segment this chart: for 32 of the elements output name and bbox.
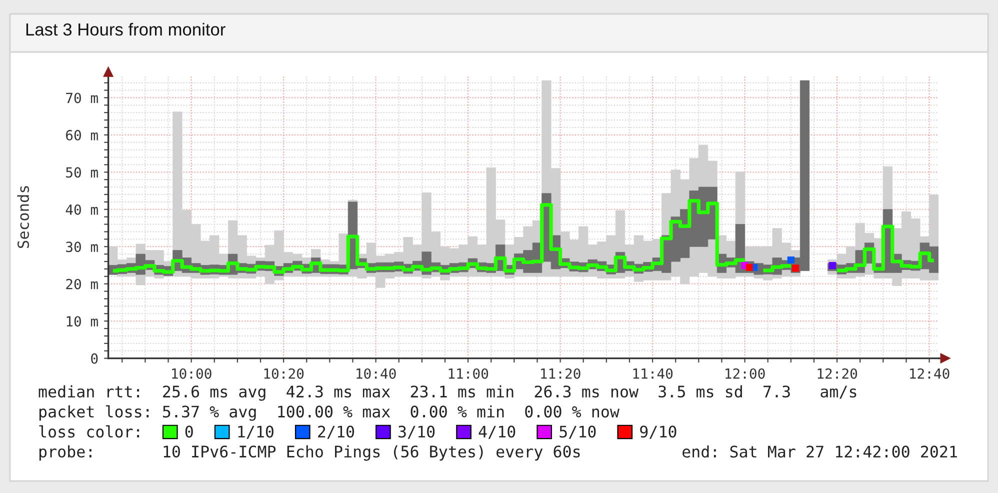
x-tick-label: 12:00 — [726, 368, 765, 379]
text: packet loss: 5.37 % avg 100.00 % max 0.00 % min 0.00 % now — [39, 405, 620, 421]
y-tick-label: 0 — [91, 353, 98, 364]
x-tick-label: 12:20 — [818, 368, 858, 379]
y-tick-label: 70 m — [66, 92, 98, 104]
legend-title: loss color: — [39, 425, 140, 438]
y-axis-title: Seconds — [17, 186, 30, 248]
y-tick-label: 40 m — [66, 204, 98, 215]
x-tick-label: 11:20 — [541, 368, 580, 379]
y-tick-label: 50 m — [66, 167, 98, 178]
legend-label: 9/10 — [640, 426, 676, 439]
x-tick-label: 10:20 — [264, 368, 304, 379]
legend-label: 1/10 — [238, 426, 274, 439]
chart-title: Last 3 Hours from monitor — [26, 22, 226, 36]
point — [787, 256, 794, 264]
x-tick-label: 12:40 — [910, 368, 950, 379]
legend-label: 4/10 — [478, 426, 516, 439]
legend-label: 0 — [185, 426, 193, 438]
legend-label: 5/10 — [560, 426, 596, 439]
x-tick-label: 11:40 — [633, 368, 673, 379]
text: probe: 10 IPv6-ICMP Echo Pings (56 Bytes) every 60s — [39, 445, 580, 461]
x-tick-label: 10:40 — [356, 368, 396, 379]
x-tick-label: 10:00 — [172, 368, 212, 379]
text: end: Sat Mar 27 12:42:00 2021 — [682, 445, 957, 458]
y-tick-label: 10 m — [66, 316, 98, 327]
y-tick-label: 20 m — [66, 278, 98, 290]
y-tick-label: 30 m — [66, 242, 98, 252]
legend-label: 3/10 — [398, 426, 435, 439]
x-tick-label: 11:00 — [448, 368, 488, 379]
y-tick-label: 60 m — [66, 130, 98, 140]
text: median rtt: 25.6 ms avg 42.3 ms max 23.1 ms min 26.3 ms now 3.5 ms sd 7.3 am/s — [38, 385, 856, 401]
legend-label: 2/10 — [318, 426, 354, 439]
